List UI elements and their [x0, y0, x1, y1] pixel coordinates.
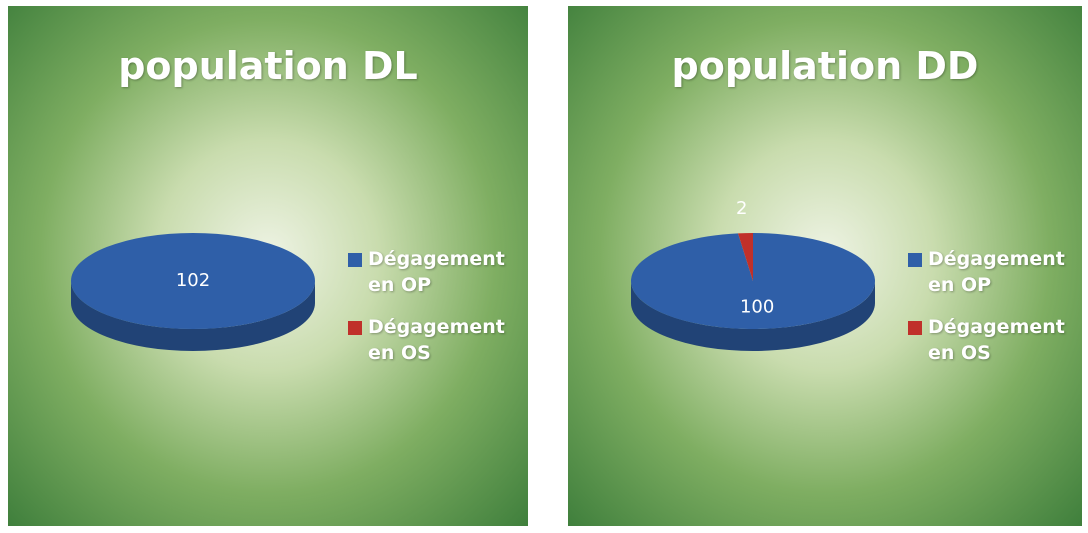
pie-slice	[70, 232, 316, 330]
legend: Dégagement en OP Dégagement en OS	[346, 246, 505, 382]
data-label: 100	[740, 296, 774, 317]
chart-panel: population DL 102 Dégagement en OP Dégageme…	[8, 6, 528, 526]
pie-slice	[738, 233, 753, 281]
legend-label: Dégagement en OP	[368, 248, 505, 296]
legend-swatch	[908, 253, 922, 267]
legend: Dégagement en OP Dégagement en OS	[906, 246, 1065, 382]
data-label: 102	[176, 270, 210, 291]
legend-label: Dégagement en OS	[368, 316, 505, 364]
legend-swatch	[348, 253, 362, 267]
legend-label: Dégagement en OP	[928, 248, 1065, 296]
legend-label: Dégagement en OS	[928, 316, 1065, 364]
chart-title: population DL	[118, 44, 418, 88]
legend-swatch	[348, 321, 362, 335]
legend-entry: Dégagement en OP	[906, 246, 1065, 298]
legend-swatch	[908, 321, 922, 335]
data-label: 2	[736, 198, 747, 219]
pie-side	[71, 281, 315, 351]
pie-slice	[630, 233, 875, 329]
pie-chart: 100 2	[630, 198, 875, 351]
legend-entry: Dégagement en OS	[346, 314, 505, 366]
pie-side	[631, 281, 875, 351]
chart-title: population DD	[671, 44, 979, 88]
legend-entry: Dégagement en OS	[906, 314, 1065, 366]
chart-panel: population DD 100 2 Dégagement en OP Dégagem…	[568, 6, 1082, 526]
pie-chart: 102	[70, 232, 316, 351]
legend-entry: Dégagement en OP	[346, 246, 505, 298]
